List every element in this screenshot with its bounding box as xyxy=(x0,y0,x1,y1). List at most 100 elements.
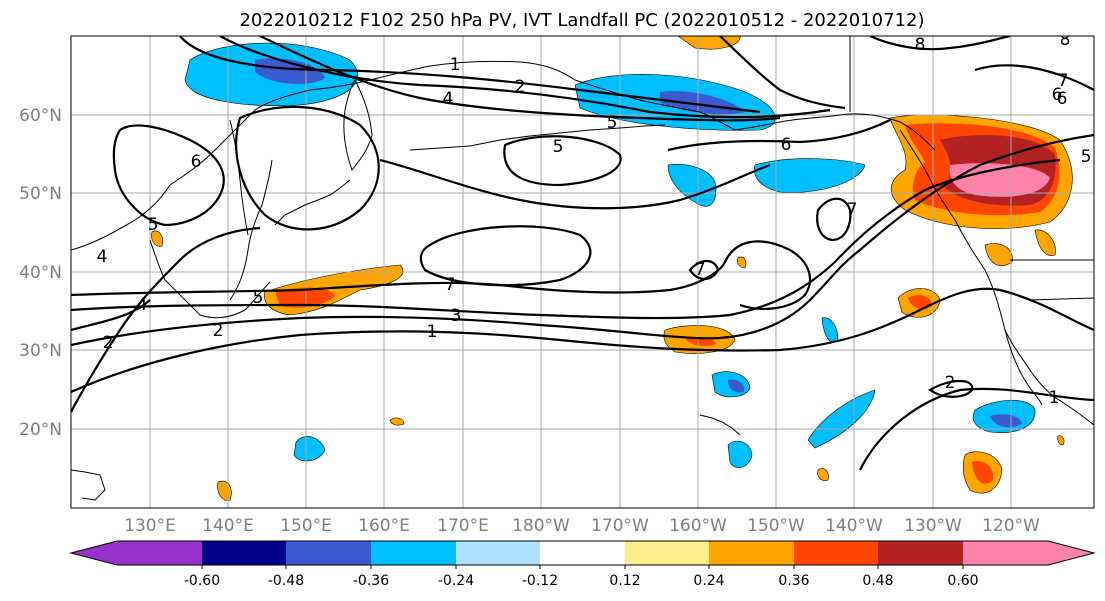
colorbar: -0.60 -0.48 -0.36 -0.24 -0.12 0.12 0.24 … xyxy=(69,540,1096,589)
longitude-labels: 130°E 140°E 150°E 160°E 170°E 180°W 170°… xyxy=(124,516,1040,536)
colorbar-tick-label: -0.36 xyxy=(353,573,389,589)
contour-label: 5 xyxy=(148,215,159,235)
lon-label: 140°W xyxy=(825,516,883,536)
positive-peak-nw-coast xyxy=(949,163,1050,197)
colorbar-extend-high xyxy=(1048,541,1094,565)
negative-region-subtropic xyxy=(807,389,876,449)
positive-region-small-6 xyxy=(1057,435,1065,446)
contour-label: 5 xyxy=(1081,147,1092,167)
lon-label: 130°W xyxy=(904,516,962,536)
colorbar-swatch xyxy=(878,541,963,565)
contour-label: 8 xyxy=(1060,30,1071,50)
positive-core-baja xyxy=(972,461,994,484)
colorbar-swatch xyxy=(202,541,286,565)
colorbar-tick-label: -0.48 xyxy=(268,573,304,589)
lon-label: 150°E xyxy=(280,516,332,536)
contour-label: 1 xyxy=(450,55,461,75)
us-mexico-border xyxy=(1029,297,1094,301)
contour-label: 2 xyxy=(515,77,526,97)
lon-label: 160°W xyxy=(669,516,727,536)
map-title: 2022010212 F102 250 hPa PV, IVT Landfall… xyxy=(239,10,924,31)
lon-label: 150°W xyxy=(747,516,805,536)
colorbar-tick-label: 0.12 xyxy=(609,573,640,589)
lat-label: 50°N xyxy=(19,184,62,204)
contour-label: 2 xyxy=(213,321,224,341)
contour-line-1c xyxy=(859,387,1094,471)
contour-label: 2 xyxy=(945,373,956,393)
lat-label: 40°N xyxy=(19,263,62,283)
contour-line-7a xyxy=(419,225,592,287)
contour-line-6a xyxy=(235,105,380,231)
aleutian-islands xyxy=(409,124,666,151)
colorbar-swatch xyxy=(117,541,202,565)
contour-line-inner-west xyxy=(71,299,151,332)
lon-label: 120°W xyxy=(982,516,1040,536)
positive-region-small-5 xyxy=(389,417,405,426)
positive-region-socal xyxy=(1034,229,1056,256)
contour-line-2a xyxy=(219,36,831,119)
baja-coast xyxy=(1004,329,1043,406)
colorbar-swatch xyxy=(286,541,371,565)
colorbar-swatch xyxy=(625,541,709,565)
asia-coast xyxy=(71,60,576,251)
contour-line-3 xyxy=(71,158,1061,320)
colorbar-tick-label: 0.24 xyxy=(693,573,724,589)
colorbar-tick-label: 0.60 xyxy=(947,573,978,589)
positive-core-offshore xyxy=(908,295,932,310)
lat-label: 60°N xyxy=(19,106,62,126)
contour-label: 3 xyxy=(451,306,462,326)
contour-line-1a xyxy=(179,36,761,114)
colorbar-tick-label: -0.60 xyxy=(184,573,220,589)
latitude-labels: 60°N 50°N 40°N 30°N 20°N xyxy=(19,106,62,440)
lon-label: 160°E xyxy=(358,516,410,536)
lon-label: 180°W xyxy=(512,516,570,536)
contour-label: 7 xyxy=(695,260,706,280)
contour-line-4b xyxy=(71,240,812,310)
contour-label: 5 xyxy=(607,113,618,133)
negative-region-gulf xyxy=(754,158,866,193)
colorbar-tick-label: 0.48 xyxy=(862,573,893,589)
map-area: 1 2 4 5 6 5 7 6 4 5 4 5 7 3 1 2 2 6 2 1 … xyxy=(71,30,1094,508)
positive-region-small-1 xyxy=(151,230,163,247)
contour-label: 6 xyxy=(191,152,202,172)
colorbar-swatch xyxy=(963,541,1048,565)
contour-line-2b xyxy=(71,133,1094,347)
korea-japan-coast xyxy=(149,239,271,319)
contour-line-7c xyxy=(974,64,1094,91)
contour-line-5b xyxy=(503,135,622,187)
colorbar-swatch xyxy=(709,541,794,565)
positive-core-japan-east xyxy=(275,287,335,308)
positive-region-california xyxy=(984,243,1013,266)
contour-label: 7 xyxy=(1058,71,1069,91)
contour-label: 6 xyxy=(1057,89,1068,109)
contour-line-2d xyxy=(688,259,720,281)
contour-label: 4 xyxy=(137,295,148,315)
positive-region-small-3 xyxy=(817,468,829,481)
contour-line-2c xyxy=(927,379,974,398)
lat-label: 20°N xyxy=(19,420,62,440)
contour-label: 6 xyxy=(781,135,792,155)
contour-line-1b xyxy=(71,287,1094,394)
lon-label: 170°E xyxy=(437,516,489,536)
contour-label: 8 xyxy=(915,35,926,55)
colorbar-extend-low xyxy=(71,541,117,565)
colorbar-tick-label: 0.36 xyxy=(778,573,809,589)
contour-line-outer-west xyxy=(71,226,261,413)
contour-label: 6 xyxy=(1052,85,1063,105)
contour-line-5a xyxy=(112,124,225,227)
contour-line-7b xyxy=(816,197,852,242)
negative-core-nw xyxy=(255,58,325,84)
map-frame xyxy=(70,35,1095,509)
colorbar-tick-label: -0.24 xyxy=(438,573,474,589)
philippines-coast xyxy=(71,469,106,501)
colorbar-tick-label: -0.12 xyxy=(522,573,558,589)
sakhalin-coast xyxy=(229,119,249,236)
lon-label: 130°E xyxy=(124,516,176,536)
colorbar-swatch xyxy=(540,541,625,565)
contour-label: 7 xyxy=(445,275,456,295)
negative-region-hawaii xyxy=(727,440,753,468)
colorbar-swatch xyxy=(371,541,456,565)
negative-core-hawaii-ne xyxy=(728,379,745,393)
contour-label: 5 xyxy=(553,137,564,157)
